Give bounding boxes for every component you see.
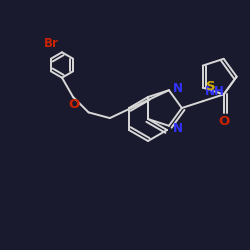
Text: S: S [206,80,216,93]
Text: N: N [173,122,183,135]
Text: Br: Br [44,37,59,50]
Text: O: O [68,98,80,111]
Text: N: N [173,82,183,95]
Text: O: O [218,115,229,128]
Text: NH: NH [205,85,225,98]
